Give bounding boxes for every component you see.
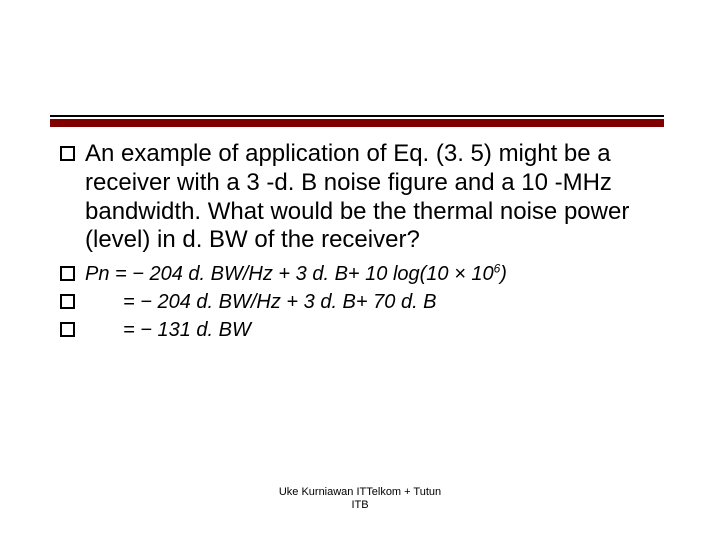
pn-row-1: Pn = − 204 d. BW/Hz + 3 d. B+ 10 log(10 … xyxy=(60,261,670,287)
pn-line-3: = − 131 d. BW xyxy=(85,317,251,343)
bullet-main-text: An example of application of Eq. (3. 5) … xyxy=(85,140,670,255)
checkbox-icon xyxy=(60,146,75,161)
pn-line-2: = − 204 d. BW/Hz + 3 d. B+ 70 d. B xyxy=(85,289,437,315)
footer-line-2: ITB xyxy=(0,499,720,512)
bullet-main-row: An example of application of Eq. (3. 5) … xyxy=(60,140,670,255)
checkbox-icon xyxy=(60,322,75,337)
pn-line-1: Pn = − 204 d. BW/Hz + 3 d. B+ 10 log(10 … xyxy=(85,261,507,287)
divider-thin xyxy=(50,115,664,117)
slide: An example of application of Eq. (3. 5) … xyxy=(0,0,720,540)
pn-line1-suffix: ) xyxy=(500,263,507,285)
checkbox-icon xyxy=(60,294,75,309)
divider-thick xyxy=(50,119,664,127)
pn-row-3: = − 131 d. BW xyxy=(60,317,670,343)
pn-block: Pn = − 204 d. BW/Hz + 3 d. B+ 10 log(10 … xyxy=(60,261,670,343)
checkbox-icon xyxy=(60,266,75,281)
footer: Uke Kurniawan ITTelkom + Tutun ITB xyxy=(0,486,720,512)
content-area: An example of application of Eq. (3. 5) … xyxy=(60,140,670,345)
pn-line1-prefix: Pn = − 204 d. BW/Hz + 3 d. B+ 10 log(10 … xyxy=(85,263,494,285)
pn-row-2: = − 204 d. BW/Hz + 3 d. B+ 70 d. B xyxy=(60,289,670,315)
footer-line-1: Uke Kurniawan ITTelkom + Tutun xyxy=(0,486,720,499)
pn-line2-text: = − 204 d. BW/Hz + 3 d. B+ 70 d. B xyxy=(123,291,437,313)
pn-line3-text: = − 131 d. BW xyxy=(123,319,251,341)
